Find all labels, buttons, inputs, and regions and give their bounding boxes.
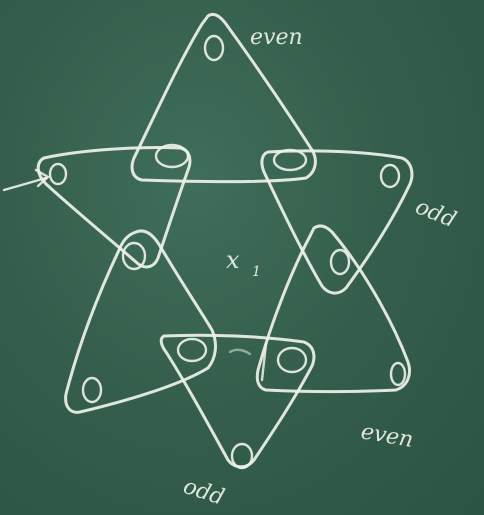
label-bottom-right-even: even bbox=[359, 419, 415, 453]
vertex-circle bbox=[176, 337, 208, 363]
vertex-circle bbox=[121, 241, 147, 271]
vertex-circle bbox=[379, 163, 401, 189]
triangle-lower-right bbox=[255, 224, 411, 393]
vertex-circle bbox=[329, 248, 351, 276]
vertex-circle bbox=[48, 162, 68, 186]
incoming-arrow-head bbox=[34, 168, 51, 188]
center-variable-subscript: 1 bbox=[252, 264, 261, 280]
smudge-stroke bbox=[260, 342, 268, 382]
triangle-upper-right bbox=[260, 149, 414, 295]
vertex-circle bbox=[389, 361, 407, 387]
label-bottom-left-odd: odd bbox=[180, 474, 227, 511]
vertex-circle bbox=[81, 376, 103, 404]
triangle-lower-left bbox=[64, 229, 217, 414]
triangle-top bbox=[130, 12, 317, 184]
vertex-circle bbox=[154, 143, 190, 169]
vertex-group bbox=[48, 34, 407, 470]
vertex-circle bbox=[276, 346, 308, 374]
incoming-arrow bbox=[2, 176, 48, 192]
triangle-bottom bbox=[159, 333, 316, 469]
center-variable-x: x bbox=[226, 246, 240, 274]
label-right-odd: odd bbox=[412, 194, 460, 233]
smudge-stroke bbox=[228, 348, 252, 356]
vertex-circle bbox=[230, 442, 254, 470]
label-top-even: even bbox=[250, 25, 303, 50]
vertex-circle bbox=[203, 34, 225, 62]
vertex-circle bbox=[272, 148, 308, 172]
